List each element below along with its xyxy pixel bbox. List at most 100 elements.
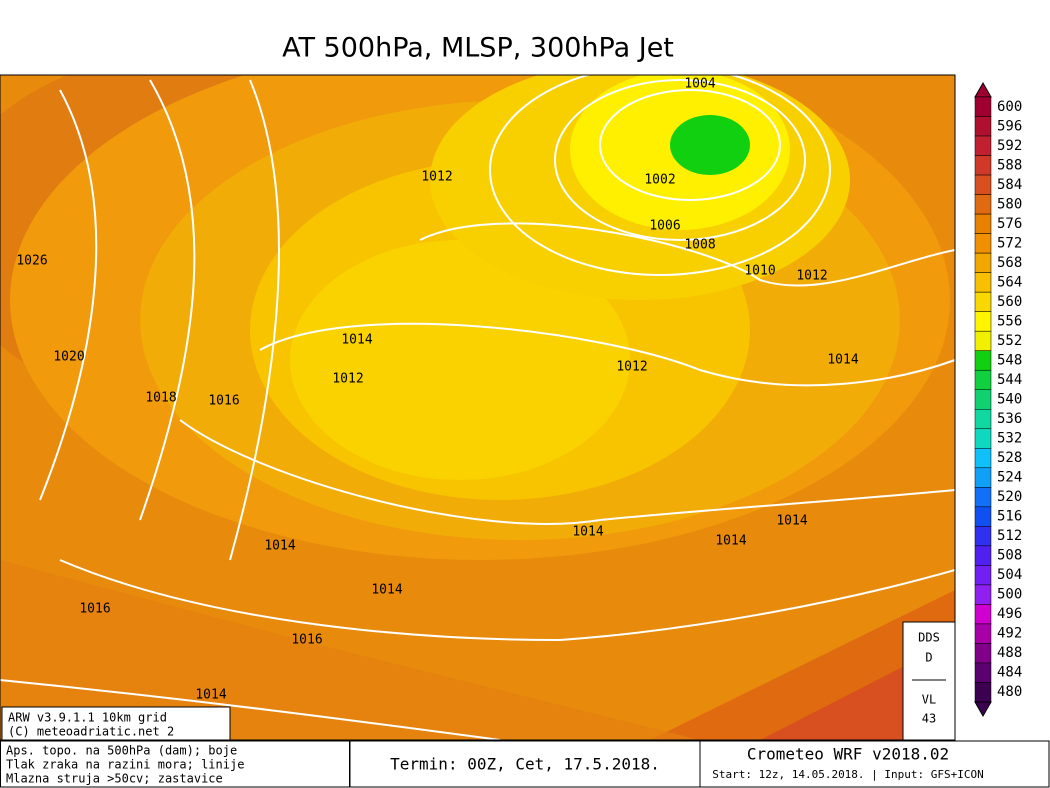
- colorbar-label: 548: [997, 352, 1022, 368]
- isobar-label: 1014: [341, 333, 372, 348]
- colorbar-swatch: [974, 448, 992, 469]
- colorbar-swatch: [974, 155, 992, 176]
- colorbar-label: 524: [997, 470, 1022, 486]
- colorbar-swatch: [974, 369, 992, 390]
- map-frame: [0, 74, 956, 741]
- colorbar-swatch: [974, 213, 992, 234]
- isobar-label: 1026: [16, 254, 47, 269]
- isobar-label: 1008: [684, 238, 715, 253]
- colorbar-swatch: [974, 584, 992, 605]
- colorbar-swatch: [974, 565, 992, 586]
- colorbar-arrow-top: [974, 81, 992, 98]
- vl-label: VL: [922, 693, 936, 707]
- isobar-label: 1010: [744, 264, 775, 279]
- isobar-label: 1016: [208, 394, 239, 409]
- isobar-label: 1016: [291, 633, 322, 648]
- vl-value: 43: [922, 712, 936, 726]
- isobar-label: 1012: [796, 269, 827, 284]
- brand-start: Start: 12z, 14.05.2018. | Input: GFS+ICO…: [712, 768, 984, 781]
- colorbar-label: 492: [997, 626, 1022, 642]
- colorbar-swatch: [974, 467, 992, 488]
- colorbar-swatch: [974, 350, 992, 371]
- colorbar-swatch: [974, 604, 992, 625]
- isobar-label: 1014: [195, 688, 226, 703]
- map-area: [0, 75, 955, 740]
- colorbar-label: 588: [997, 157, 1022, 173]
- colorbar-label: 560: [997, 294, 1022, 310]
- colorbar-label: 508: [997, 548, 1022, 564]
- legend-line: Mlazna struja >50cv; zastavice: [6, 772, 223, 786]
- colorbar-label: 484: [997, 665, 1022, 681]
- colorbar-swatch: [974, 623, 992, 644]
- colorbar-label: 488: [997, 645, 1022, 661]
- model-box: [1, 706, 231, 741]
- isobar-label: 1014: [572, 525, 603, 540]
- model-version: ARW v3.9.1.1 10km grid: [8, 711, 167, 725]
- isobar-label: 1014: [264, 539, 295, 554]
- colorbar-label: 540: [997, 392, 1022, 408]
- colorbar-label: 544: [997, 372, 1022, 388]
- colorbar-swatch: [974, 330, 992, 351]
- dds-label: DDS: [918, 631, 940, 645]
- colorbar: 600 596 592 588 584 580 576 572 568 564 560 556 552 5…: [974, 81, 1022, 718]
- colorbar-swatch: [974, 682, 992, 703]
- termin-box: [349, 740, 701, 788]
- colorbar-label: 552: [997, 333, 1022, 349]
- isobar-label: 1014: [715, 534, 746, 549]
- dds-value: D: [925, 651, 932, 665]
- colorbar-label: 496: [997, 606, 1022, 622]
- colorbar-label: 504: [997, 567, 1022, 583]
- colorbar-swatch: [974, 135, 992, 156]
- colorbar-label: 564: [997, 274, 1022, 290]
- colorbar-swatch: [974, 311, 992, 332]
- legend-box: [0, 740, 350, 788]
- colorbar-label: 500: [997, 587, 1022, 603]
- brand-box: [699, 740, 1050, 788]
- colorbar-swatch: [974, 116, 992, 137]
- colorbar-swatch: [974, 389, 992, 410]
- isobar-label: 1012: [332, 372, 363, 387]
- dds-box: [902, 621, 956, 741]
- colorbar-label: 556: [997, 313, 1022, 329]
- colorbar-swatch: [974, 487, 992, 508]
- colorbar-label: 528: [997, 450, 1022, 466]
- colorbar-label: 512: [997, 528, 1022, 544]
- legend-line: Aps. topo. na 500hPa (dam); boje: [6, 744, 237, 758]
- colorbar-swatch: [974, 428, 992, 449]
- colorbar-label: 568: [997, 255, 1022, 271]
- colorbar-swatch: [974, 506, 992, 527]
- colorbar-swatch: [974, 409, 992, 430]
- copyright: (C) meteoadriatic.net 2: [8, 725, 174, 739]
- colorbar-swatch: [974, 194, 992, 215]
- colorbar-swatch: [974, 545, 992, 566]
- colorbar-swatch: [974, 662, 992, 683]
- colorbar-swatch: [974, 174, 992, 195]
- colorbar-swatch: [974, 643, 992, 664]
- colorbar-label: 572: [997, 235, 1022, 251]
- colorbar-swatch: [974, 526, 992, 547]
- isobar-label: 1014: [827, 353, 858, 368]
- isobar-label: 1020: [53, 350, 84, 365]
- colorbar-label: 600: [997, 99, 1022, 115]
- colorbar-swatch: [974, 96, 992, 117]
- isobar-label: 1012: [616, 360, 647, 375]
- legend-line: Tlak zraka na razini mora; linije: [6, 758, 244, 772]
- colorbar-label: 576: [997, 216, 1022, 232]
- isobar-label: 1014: [776, 514, 807, 529]
- colorbar-swatch: [974, 291, 992, 312]
- colorbar-label: 592: [997, 138, 1022, 154]
- termin: Termin: 00Z, Cet, 17.5.2018.: [390, 755, 660, 774]
- colorbar-swatch: [974, 252, 992, 273]
- isobar-label: 1016: [79, 602, 110, 617]
- colorbar-label: 584: [997, 177, 1022, 193]
- map-title: AT 500hPa, MLSP, 300hPa Jet: [282, 33, 674, 64]
- isobar-label: 1002: [644, 173, 675, 188]
- colorbar-label: 596: [997, 118, 1022, 134]
- brand-title: Crometeo WRF v2018.02: [747, 745, 949, 764]
- isobar-label: 1012: [421, 170, 452, 185]
- colorbar-swatch: [974, 233, 992, 254]
- colorbar-label: 532: [997, 431, 1022, 447]
- colorbar-label: 480: [997, 684, 1022, 700]
- colorbar-label: 580: [997, 196, 1022, 212]
- colorbar-label: 520: [997, 489, 1022, 505]
